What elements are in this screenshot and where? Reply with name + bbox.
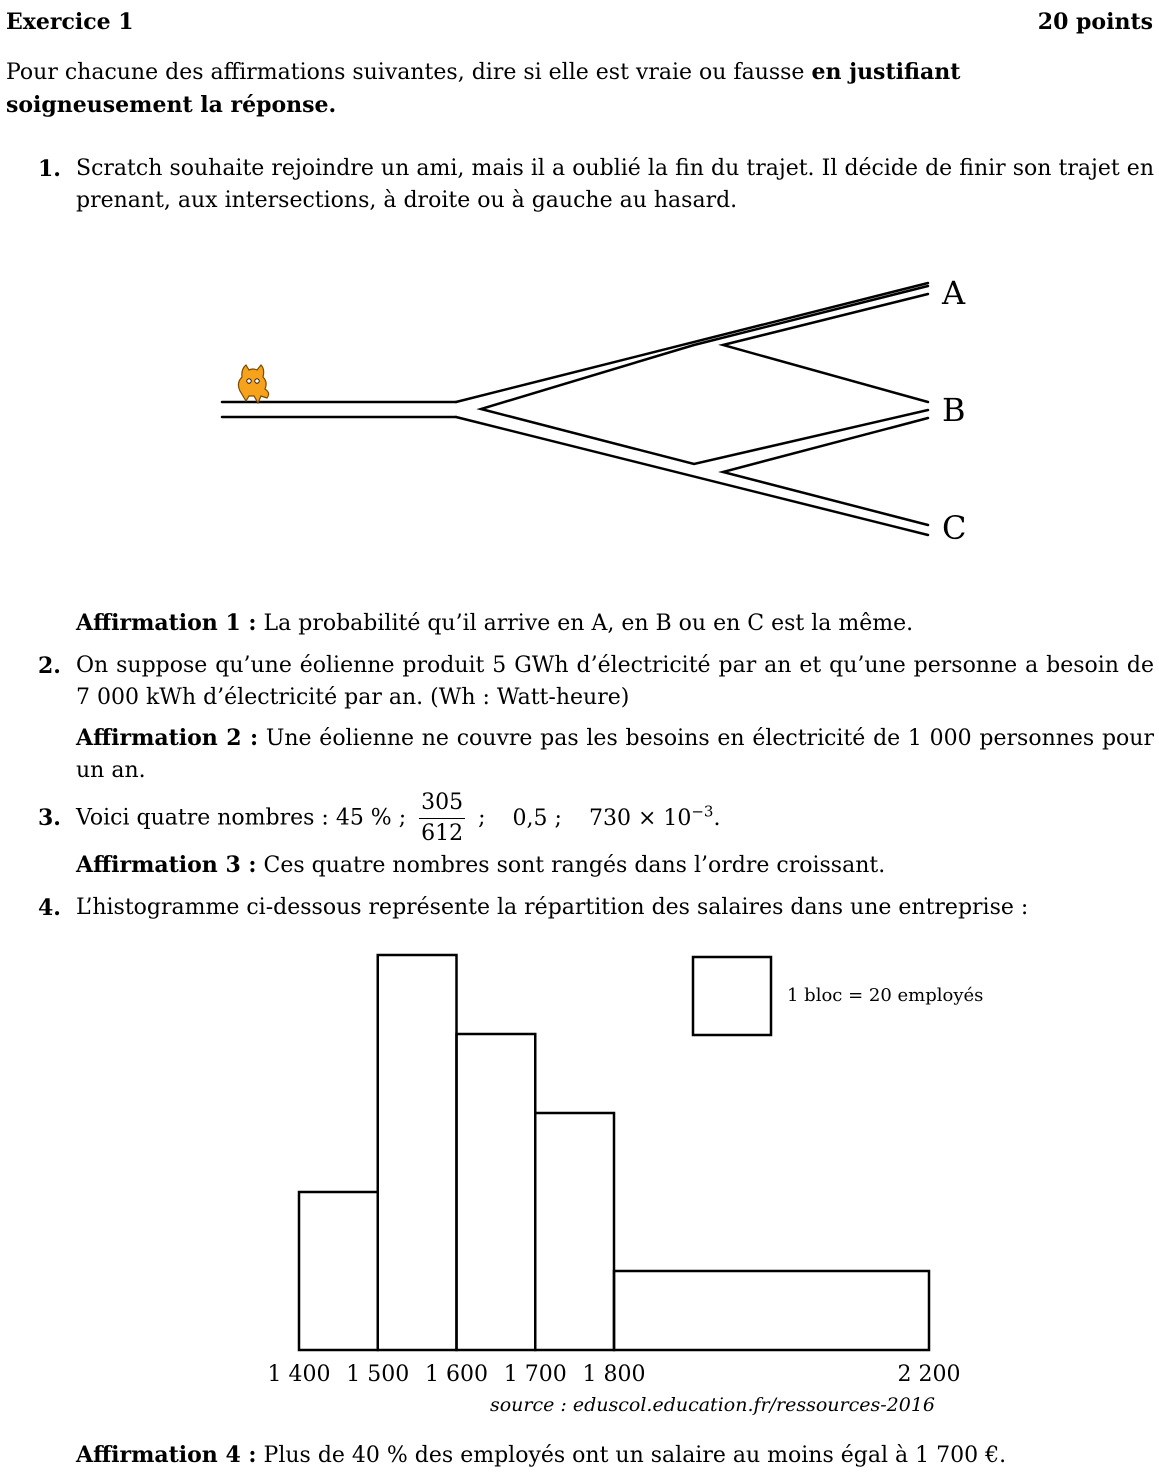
histogram-bar-1500-1600 [378, 955, 457, 1350]
fraction-denominator: 612 [419, 819, 465, 849]
road-a-b-inner [723, 294, 928, 402]
x-tick-label: 1 400 [268, 1362, 331, 1387]
x-tick-label: 1 600 [425, 1362, 488, 1387]
question-1-number: 1. [38, 153, 61, 185]
affirmation-3: Affirmation 3 : Ces quatre nombres sont … [76, 849, 885, 882]
x-tick-label: 1 500 [346, 1362, 409, 1387]
affirmation-3-text: Ces quatre nombres sont rangés dans l’or… [257, 853, 886, 878]
affirmation-1-text: La probabilité qu’il arrive en A, en B o… [257, 611, 914, 636]
exercise-points: 20 points [1038, 6, 1153, 38]
affirmation-4-label: Affirmation 4 : [76, 1442, 257, 1468]
exercise-title: Exercice 1 [6, 6, 134, 38]
question-3-text: Voici quatre nombres : 45 % ; 305 612 ; … [76, 788, 720, 849]
affirmation-1-label: Affirmation 1 : [76, 610, 257, 636]
question-3-prefix: Voici quatre nombres : 45 % ; [76, 806, 406, 831]
salary-histogram: 1 400 1 500 1 600 1 700 1 800 2 200 1 bloc = … [0, 940, 1159, 1420]
question-4-text: L’histogramme ci-dessous représente la r… [76, 892, 1154, 924]
label-b: B [942, 391, 966, 429]
legend-text: 1 bloc = 20 employés [787, 985, 983, 1006]
fraction-305-612: 305 612 [419, 788, 465, 849]
n4-exponent: −3 [691, 802, 713, 820]
question-3-number: 3. [38, 802, 61, 834]
affirmation-4: Affirmation 4 : Plus de 40 % des employé… [76, 1439, 1006, 1472]
x-tick-label: 1 800 [583, 1362, 646, 1387]
question-2-number: 2. [38, 650, 61, 682]
question-3: 3. Voici quatre nombres : 45 % ; 305 612… [0, 788, 1159, 848]
road-to-a-outer [456, 283, 928, 402]
question-3-sep: ; [478, 806, 485, 831]
histogram-bar-1600-1700 [457, 1034, 536, 1350]
affirmation-2-label: Affirmation 2 : [76, 725, 258, 751]
intro-paragraph: Pour chacune des affirmations suivantes,… [6, 56, 1154, 122]
source-text: source : eduscol.education.fr/ressources… [490, 1394, 935, 1416]
inner-diamond [481, 286, 928, 464]
x-tick-label: 2 200 [898, 1362, 961, 1387]
label-a: A [941, 274, 966, 312]
n4-end: . [713, 806, 720, 831]
histogram-bar-1400-1500 [299, 1192, 378, 1350]
road-diagram: A B C [0, 240, 1159, 580]
histogram-bar-1700-1800 [535, 1113, 614, 1350]
affirmation-2: Affirmation 2 : Une éolienne ne couvre p… [76, 722, 1154, 787]
intro-text: Pour chacune des affirmations suivantes,… [6, 60, 811, 85]
question-2-text: On suppose qu’une éolienne produit 5 GWh… [76, 650, 1154, 714]
road-to-c-outer [456, 417, 928, 535]
affirmation-4-text: Plus de 40 % des employés ont un salaire… [257, 1443, 1007, 1468]
question-4-number: 4. [38, 892, 61, 924]
affirmation-3-label: Affirmation 3 : [76, 852, 257, 878]
n4-base: 730 × 10 [589, 806, 691, 831]
question-3-number-4: 730 × 10−3. [589, 806, 721, 831]
histogram-bar-1800-2200 [614, 1271, 929, 1350]
x-tick-label: 1 700 [504, 1362, 567, 1387]
affirmation-1: Affirmation 1 : La probabilité qu’il arr… [76, 607, 913, 640]
question-3-number-3: 0,5 ; [513, 806, 562, 831]
scratch-cat-icon [238, 365, 268, 403]
fraction-numerator: 305 [419, 788, 465, 819]
legend-block [693, 957, 771, 1035]
question-1-text: Scratch souhaite rejoindre un ami, mais … [76, 153, 1154, 217]
label-c: C [942, 509, 966, 547]
